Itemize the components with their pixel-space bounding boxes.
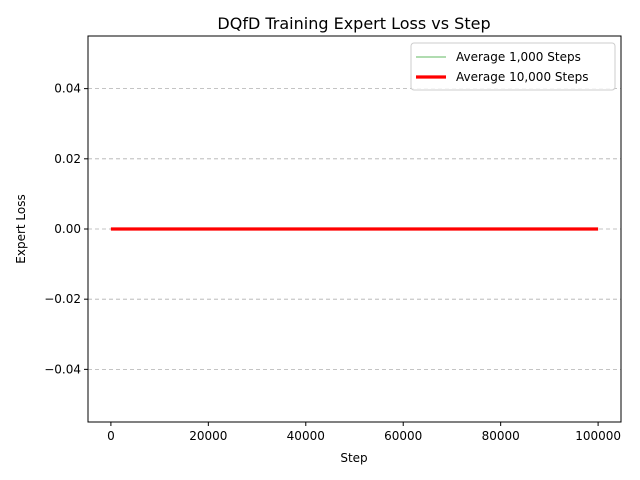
y-tick-label: 0.02 <box>54 152 81 166</box>
x-tick-label: 100000 <box>575 429 621 443</box>
y-tick-label: 0.00 <box>54 222 81 236</box>
y-tick-label: 0.04 <box>54 82 81 96</box>
y-axis-label: Expert Loss <box>14 194 28 263</box>
x-axis-label: Step <box>340 451 367 465</box>
x-tick-label: 60000 <box>384 429 422 443</box>
axis-ticks: −0.04 −0.02 0.00 0.02 0.04 0 20000 40000 60000 80… <box>44 82 621 443</box>
x-tick-label: 40000 <box>287 429 325 443</box>
x-tick-label: 80000 <box>482 429 520 443</box>
y-tick-label: −0.04 <box>44 362 81 376</box>
legend-box <box>410 42 616 91</box>
x-tick-label: 20000 <box>189 429 227 443</box>
legend-label-1: Average 1,000 Steps <box>456 50 581 64</box>
legend: Average 1,000 Steps Average 10,000 Steps <box>410 42 616 91</box>
legend-label-2: Average 10,000 Steps <box>456 70 588 84</box>
y-tick-label: −0.02 <box>44 292 81 306</box>
chart-title: DQfD Training Expert Loss vs Step <box>217 14 490 33</box>
x-tick-label: 0 <box>107 429 115 443</box>
